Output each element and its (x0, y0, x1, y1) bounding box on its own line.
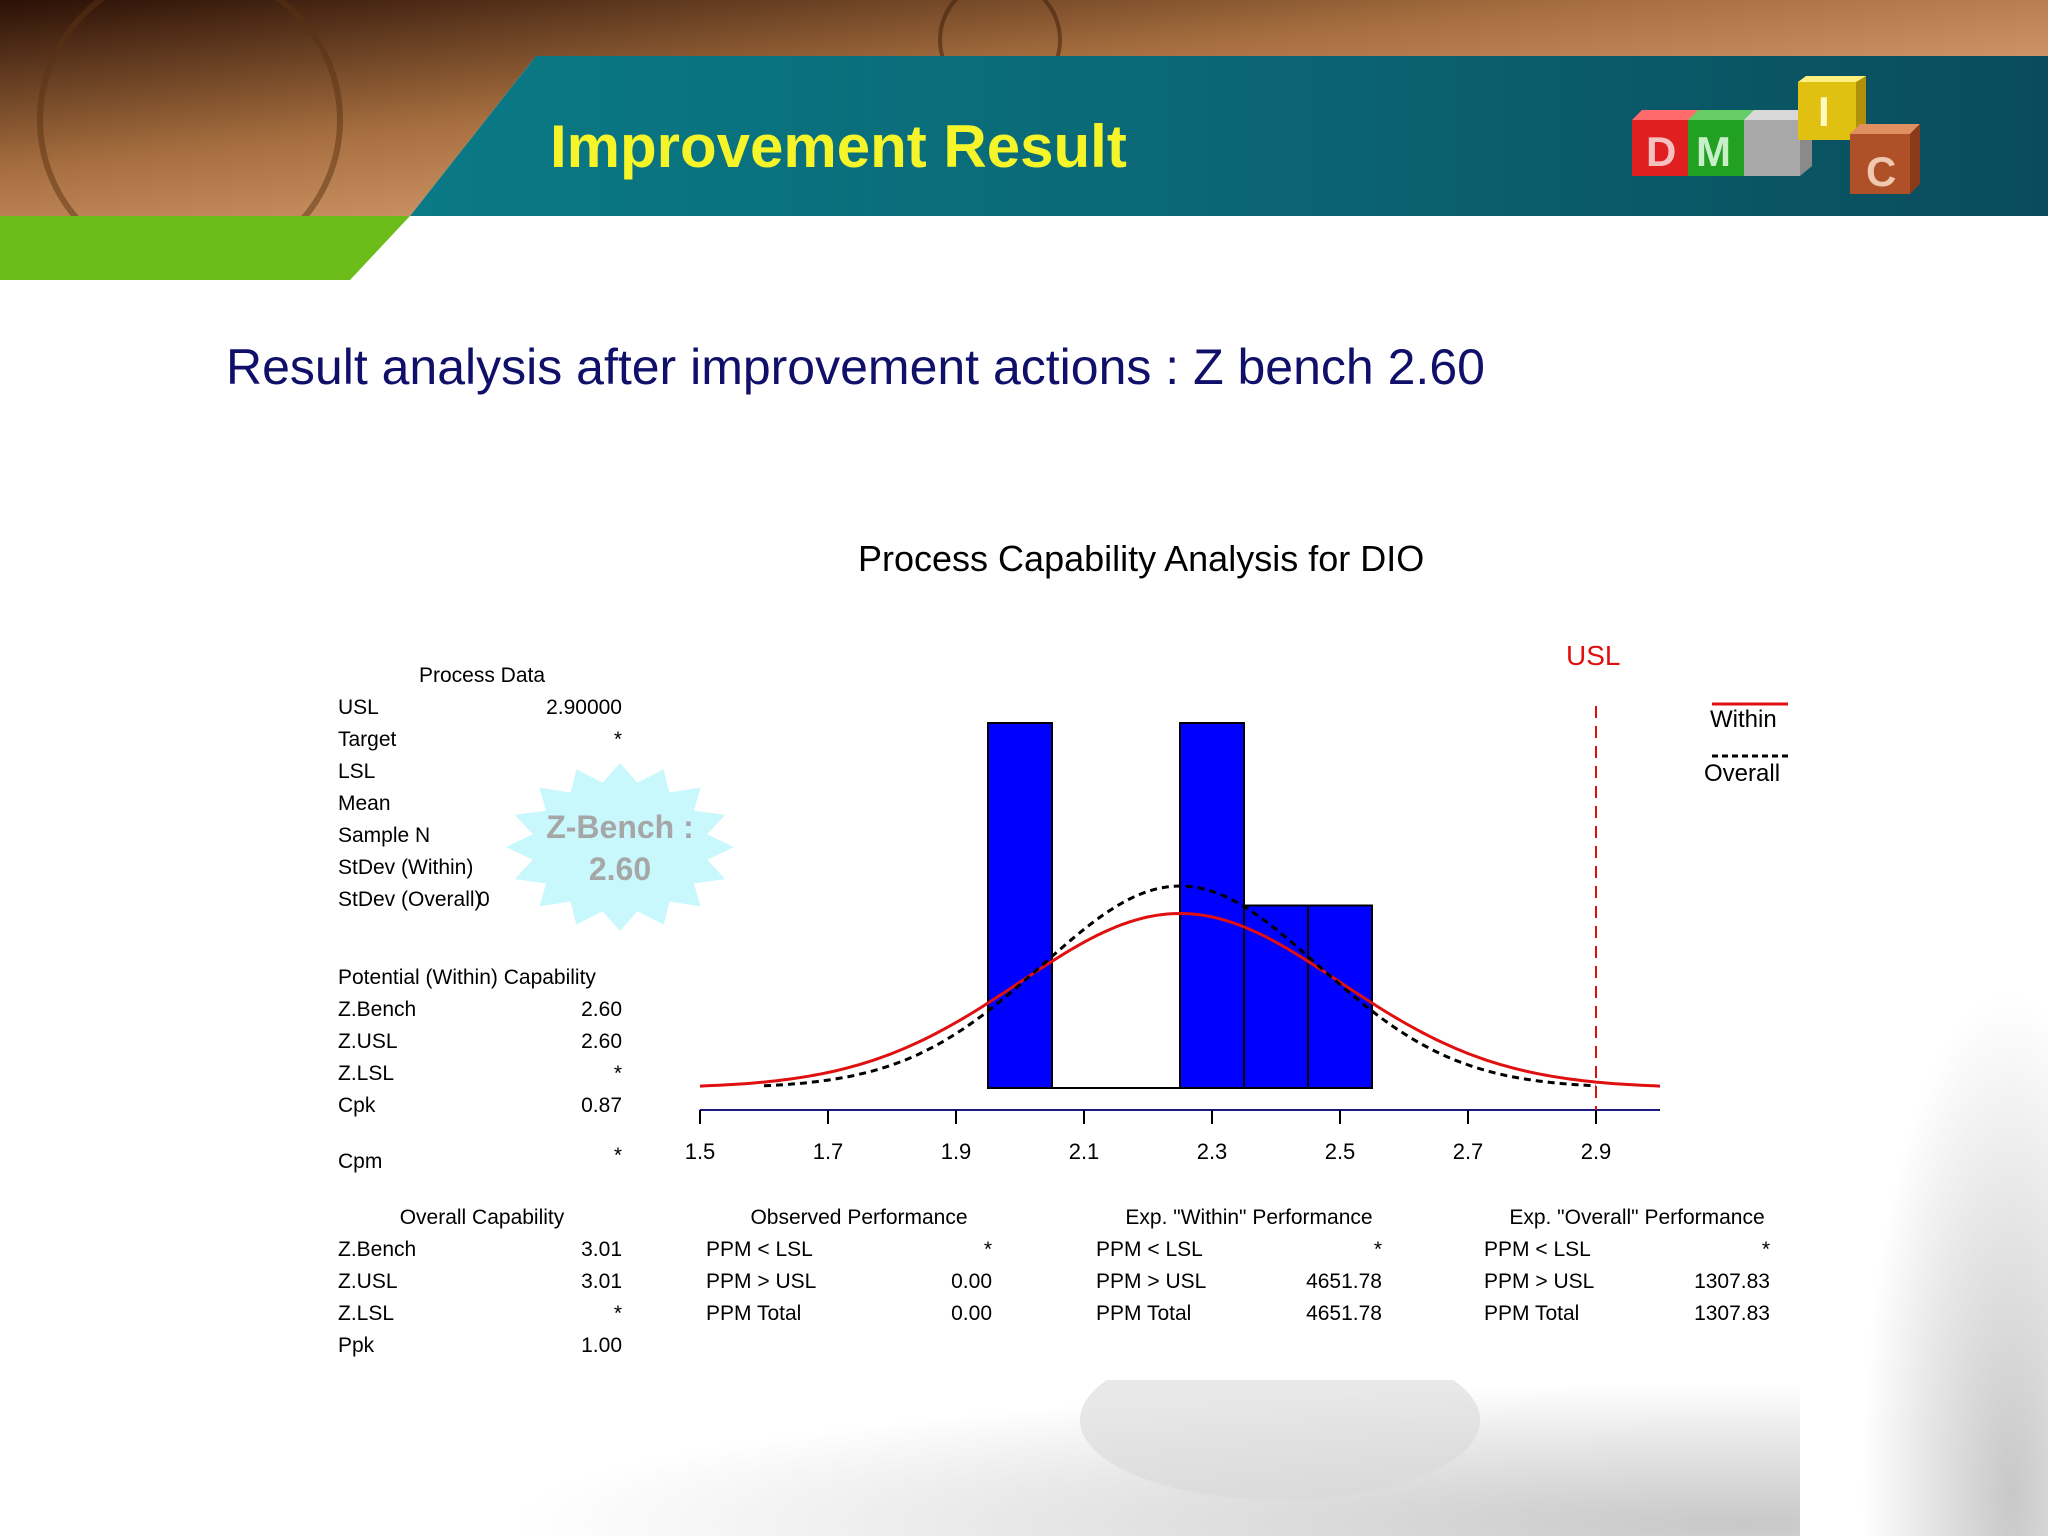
table-row-value: * (1761, 1238, 1770, 1261)
within-performance-table: Exp. "Within" Performance PPM < LSL * PPM… (1096, 1206, 1416, 1336)
table-row-label: PPM Total (1096, 1302, 1192, 1325)
table-row-label: Ppk (338, 1334, 375, 1357)
table-row-label: Cpm (338, 1150, 383, 1173)
table-row-value: * (983, 1238, 992, 1261)
table-row-value: 4651.78 (1306, 1302, 1382, 1325)
table-row-value: * (613, 1302, 622, 1325)
table-row-value: 1.00 (581, 1334, 622, 1357)
table-row-label: Mean (338, 792, 391, 815)
table-row-label: Z.USL (338, 1030, 398, 1053)
overall-performance-table: Exp. "Overall" Performance PPM < LSL * PP… (1484, 1206, 1804, 1336)
logo-letter-d: D (1646, 128, 1676, 175)
table-row-value: * (1373, 1238, 1382, 1261)
chart-panel (318, 512, 1824, 1380)
table-row-value: 0.87 (581, 1094, 622, 1117)
table-row-label: PPM Total (1484, 1302, 1580, 1325)
table-row-value: 0.00 (951, 1270, 992, 1293)
legend-overall-label: Overall (1704, 760, 1781, 787)
logo-letter-m: M (1696, 128, 1731, 175)
table-row-value: 3.01 (581, 1238, 622, 1261)
table-row-value: 2.90000 (546, 696, 622, 719)
table-row-label: Z.USL (338, 1270, 398, 1293)
observed-performance-table: Observed Performance PPM < LSL * PPM > US… (706, 1206, 1016, 1336)
table-row-label: Cpk (338, 1094, 376, 1117)
table-row-value: * (613, 728, 622, 751)
x-axis-tick-label: 2.7 (1453, 1139, 1484, 1164)
table-row-label: Z.Bench (338, 1238, 417, 1261)
z-bench-callout-text: Z-Bench : 2.60 (504, 806, 736, 890)
table-row-value: 1307.83 (1694, 1302, 1770, 1325)
legend-lines (1712, 702, 1788, 758)
table-row-label: PPM < LSL (1096, 1238, 1203, 1261)
histogram-bar (987, 722, 1053, 1089)
x-axis-tick-label: 2.3 (1197, 1139, 1228, 1164)
table-row-value: 2.60 (581, 1030, 622, 1053)
table-row-label: USL (338, 696, 379, 719)
z-bench-callout-line2: 2.60 (588, 851, 652, 887)
table-row-label: PPM > USL (1096, 1270, 1207, 1293)
within-curve (699, 911, 1661, 1088)
x-axis-tick-label: 1.7 (813, 1139, 844, 1164)
overall-capability-table: Overall Capability Z.Bench 3.01 Z.USL 3.01… (338, 1206, 638, 1366)
x-axis-tick-label: 1.5 (685, 1139, 716, 1164)
within-performance-header: Exp. "Within" Performance (1125, 1206, 1373, 1229)
z-bench-callout-burst (506, 763, 734, 931)
table-row-value: * (613, 1062, 622, 1085)
table-row-label: Z.Bench (338, 998, 417, 1021)
table-row-label: StDev (Overall) (338, 888, 482, 911)
table-row-value: 2.60 (581, 998, 622, 1021)
table-row-value: 0.00 (951, 1302, 992, 1325)
usl-label: USL (1566, 640, 1621, 671)
table-row-value: 3.01 (581, 1270, 622, 1293)
histogram-bar (1179, 722, 1245, 1089)
table-row-label: Z.LSL (338, 1062, 395, 1085)
table-row-label: PPM < LSL (706, 1238, 813, 1261)
potential-capability-header: Potential (Within) Capability (338, 966, 596, 989)
table-row-value: * (613, 1144, 622, 1167)
table-row-value: 0 (478, 888, 490, 911)
x-axis-tick-label: 2.9 (1581, 1139, 1612, 1164)
table-row-label: LSL (338, 760, 376, 783)
table-row-label: PPM Total (706, 1302, 802, 1325)
table-row-label: PPM > USL (1484, 1270, 1595, 1293)
table-row-label: PPM > USL (706, 1270, 817, 1293)
overall-curve (763, 884, 1597, 1088)
x-axis-tick-label: 1.9 (941, 1139, 972, 1164)
logo-letter-i: I (1818, 88, 1830, 135)
histogram-bar (1243, 904, 1309, 1089)
table-row-label: Z.LSL (338, 1302, 395, 1325)
legend-within-label: Within (1710, 706, 1777, 733)
slide-subtitle: Result analysis after improvement action… (226, 339, 1485, 395)
process-data-table: Process Data USL 2.90000 Target * LSL Mean… (338, 664, 628, 924)
chart-title: Process Capability Analysis for DIO (858, 538, 1425, 579)
x-axis-tick-label: 2.5 (1325, 1139, 1356, 1164)
table-row-value: 4651.78 (1306, 1270, 1382, 1293)
x-axis-tick-label: 2.1 (1069, 1139, 1100, 1164)
overall-capability-header: Overall Capability (399, 1206, 565, 1229)
overall-performance-header: Exp. "Overall" Performance (1509, 1206, 1765, 1229)
process-data-header: Process Data (418, 664, 546, 687)
observed-performance-header: Observed Performance (750, 1206, 968, 1229)
logo-letter-c: C (1866, 148, 1896, 195)
potential-capability-table: Potential (Within) Capability Z.Bench 2.6… (338, 966, 638, 1176)
z-bench-callout-line1: Z-Bench : (546, 809, 694, 845)
table-row-label: PPM < LSL (1484, 1238, 1591, 1261)
table-row-label: StDev (Within) (338, 856, 474, 879)
slide-title: Improvement Result (550, 113, 1127, 180)
table-row-label: Target (338, 728, 397, 751)
table-row-value: 1307.83 (1694, 1270, 1770, 1293)
table-row-label: Sample N (338, 824, 431, 847)
dmaic-logo: D M I C (1632, 76, 1920, 195)
